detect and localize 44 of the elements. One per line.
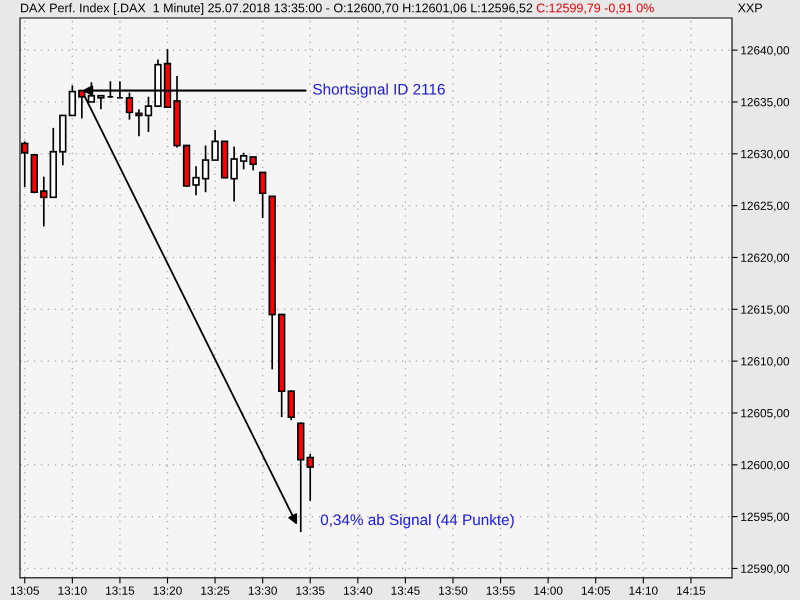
x-tick-label: 13:55	[486, 586, 515, 595]
candlestick	[258, 172, 266, 219]
candlestick	[202, 144, 210, 193]
y-tick-label: 12595,00	[741, 512, 790, 522]
candlestick	[211, 129, 219, 161]
candlestick	[68, 84, 76, 116]
x-tick-label: 13:20	[154, 586, 182, 595]
chart-title: DAX Perf. Index [.DAX 1 Minute] 25.07.2018 13:35:00 - O:12600,70 H:12601,06 L:12596,52	[21, 3, 532, 15]
x-tick-label: 14:00	[534, 586, 562, 595]
x-tick-label: 14:10	[629, 586, 658, 595]
text: XXP	[738, 4, 762, 12]
x-tick-label: 13:15	[106, 586, 134, 595]
candlestick	[230, 146, 238, 202]
candlestick	[306, 452, 314, 502]
x-tick-label: 14:15	[677, 586, 706, 595]
x-tick-label: 13:05	[10, 586, 40, 595]
y-tick-label: 12640,00	[741, 46, 790, 56]
y-tick-label: 12625,00	[741, 202, 790, 212]
y-tick-label: 12600,00	[741, 460, 790, 471]
annotation: 0,34% ab Signal (44 Punkte)	[320, 514, 514, 528]
candlestick	[135, 108, 143, 138]
x-tick-label: 13:25	[201, 586, 230, 595]
chart-subtitle: C:12599,79 -0,91 0%	[536, 4, 654, 14]
x-tick-label: 14:05	[582, 586, 610, 595]
annotation: Shortsignal ID 2116	[313, 83, 445, 98]
x-tick-label: 13:40	[344, 586, 372, 595]
y-tick-label: 12610,00	[741, 357, 790, 367]
y-tick-label: 12620,00	[741, 254, 790, 264]
x-tick-label: 13:30	[248, 586, 277, 595]
candlestick	[192, 165, 200, 196]
y-tick-label: 12630,00	[741, 150, 790, 160]
candlestick	[240, 152, 248, 170]
candlestick	[97, 94, 105, 110]
candlestick	[144, 96, 152, 133]
x-tick-label: 13:35	[296, 586, 324, 595]
y-tick-label: 12635,00	[741, 98, 790, 108]
x-tick-label: 13:45	[392, 586, 420, 595]
candlestick	[249, 156, 257, 172]
y-tick-label: 12590,00	[741, 564, 790, 574]
candlestick	[40, 176, 48, 228]
y-tick-label: 12615,00	[741, 305, 790, 316]
y-tick-label: 12605,00	[741, 409, 790, 419]
x-tick-label: 13:10	[58, 586, 87, 595]
x-tick-label: 13:50	[439, 586, 468, 595]
